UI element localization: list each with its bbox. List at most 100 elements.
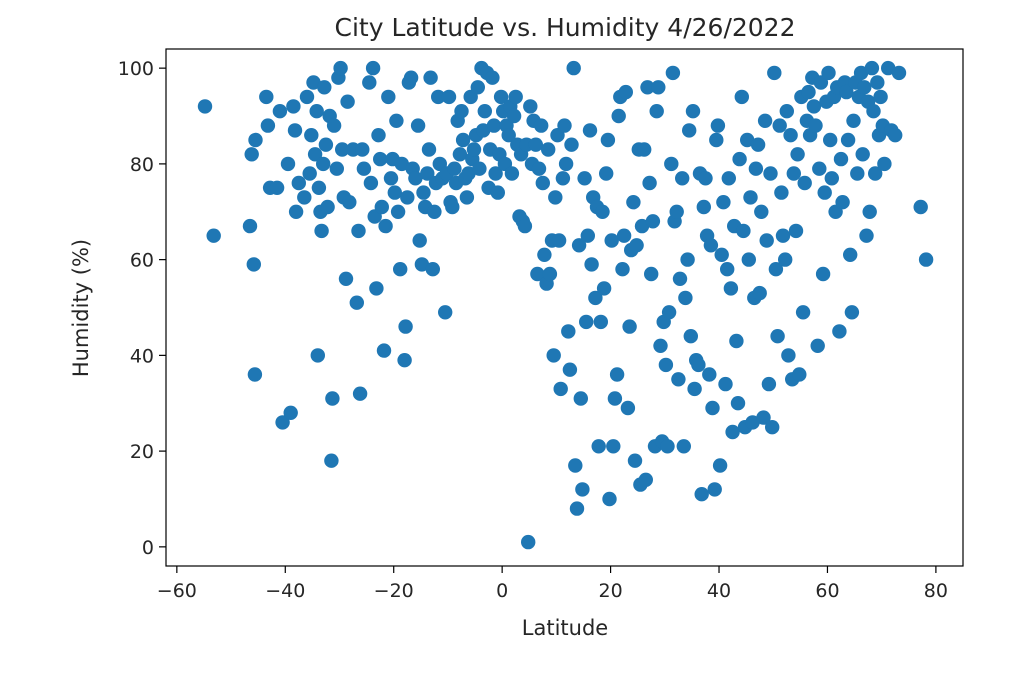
- data-point: [325, 391, 340, 406]
- data-point: [620, 400, 636, 416]
- data-point: [541, 142, 556, 157]
- data-point: [244, 147, 259, 162]
- data-point: [672, 271, 688, 286]
- data-point: [707, 482, 722, 497]
- data-point: [595, 204, 610, 219]
- data-point: [696, 199, 711, 215]
- data-point: [602, 491, 617, 507]
- data-point: [389, 113, 404, 128]
- data-point: [352, 386, 368, 401]
- data-point: [260, 118, 276, 133]
- data-point: [369, 281, 384, 296]
- data-point: [712, 458, 728, 473]
- data-point: [299, 89, 315, 105]
- data-point: [584, 257, 599, 272]
- data-point: [757, 113, 773, 128]
- data-point: [333, 60, 348, 76]
- data-point: [302, 166, 317, 181]
- data-point: [242, 218, 258, 234]
- data-point: [844, 305, 860, 320]
- data-point: [561, 324, 576, 339]
- data-point: [488, 166, 503, 181]
- data-point: [644, 266, 659, 282]
- y-tick-label: 60: [130, 250, 154, 272]
- data-point: [741, 252, 756, 267]
- data-point: [397, 353, 412, 368]
- data-point: [685, 104, 701, 119]
- x-tick-label: −60: [157, 580, 197, 602]
- data-point: [732, 151, 747, 167]
- data-point: [393, 262, 408, 277]
- data-point: [528, 137, 543, 152]
- data-point: [839, 84, 854, 100]
- data-point: [649, 104, 664, 119]
- data-point: [870, 75, 885, 90]
- data-point: [790, 147, 805, 162]
- data-point: [653, 338, 668, 353]
- data-point: [246, 257, 261, 272]
- data-point: [530, 266, 545, 282]
- data-point: [671, 372, 686, 387]
- data-point: [324, 453, 339, 468]
- data-point: [750, 137, 766, 152]
- data-point: [283, 405, 298, 420]
- data-point: [850, 166, 865, 181]
- data-point: [542, 266, 558, 282]
- data-point: [304, 128, 319, 143]
- data-point: [306, 75, 321, 90]
- data-point: [318, 137, 334, 152]
- chart-title: City Latitude vs. Humidity 4/26/2022: [335, 13, 796, 42]
- data-point: [736, 223, 751, 239]
- data-point: [626, 195, 641, 210]
- data-point: [881, 60, 896, 76]
- x-tick-label: −20: [374, 580, 414, 602]
- data-point: [779, 104, 794, 119]
- data-point: [833, 151, 849, 167]
- data-point: [523, 99, 538, 114]
- data-point: [591, 439, 606, 454]
- data-point: [394, 156, 409, 172]
- data-point: [356, 161, 372, 176]
- data-point: [363, 175, 379, 191]
- data-point: [759, 233, 774, 248]
- data-point: [466, 142, 482, 157]
- data-point: [729, 333, 744, 349]
- data-point: [720, 262, 735, 277]
- data-point: [642, 175, 657, 191]
- data-point: [398, 319, 413, 334]
- data-point: [593, 314, 608, 330]
- data-point: [669, 204, 684, 219]
- data-point: [651, 80, 666, 95]
- data-point: [314, 223, 329, 239]
- data-point: [485, 70, 500, 85]
- x-axis-label: Latitude: [522, 616, 608, 640]
- y-tick-label: 80: [130, 154, 154, 176]
- data-point: [531, 161, 547, 176]
- data-point: [857, 80, 872, 95]
- data-point: [381, 89, 396, 105]
- data-point: [801, 84, 816, 100]
- data-point: [535, 175, 550, 191]
- data-point: [810, 338, 825, 353]
- data-point: [725, 424, 740, 440]
- data-point: [812, 161, 827, 176]
- data-point: [683, 329, 698, 344]
- data-point: [783, 128, 798, 143]
- data-point: [606, 439, 621, 454]
- data-point: [634, 218, 650, 234]
- data-point: [316, 156, 331, 172]
- data-point: [821, 65, 836, 81]
- data-point: [326, 118, 342, 133]
- data-point: [913, 199, 928, 215]
- data-point: [365, 60, 381, 76]
- data-point: [678, 290, 693, 306]
- data-point: [291, 175, 306, 191]
- data-point: [452, 147, 468, 162]
- y-axis-label: Humidity (%): [69, 239, 93, 377]
- data-point: [374, 199, 389, 215]
- data-point: [682, 123, 697, 138]
- data-point: [710, 118, 726, 133]
- data-point: [486, 118, 502, 133]
- data-point: [808, 118, 823, 133]
- data-point: [557, 118, 572, 133]
